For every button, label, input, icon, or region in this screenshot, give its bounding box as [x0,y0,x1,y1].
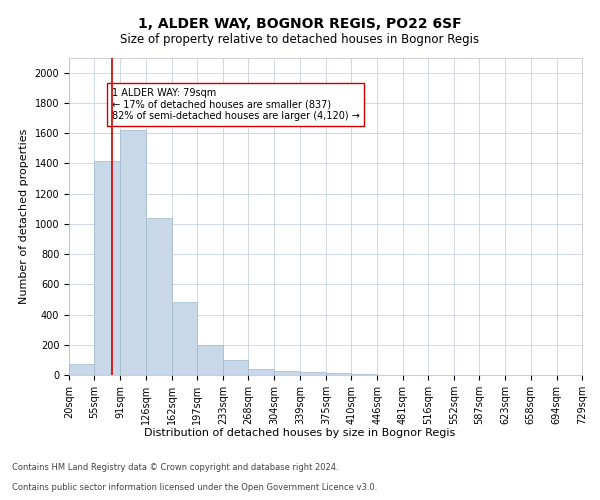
Bar [223,360,248,375]
Bar [94,161,121,375]
Text: Contains HM Land Registry data © Crown copyright and database right 2024.: Contains HM Land Registry data © Crown c… [12,464,338,472]
Bar [69,364,94,375]
Bar [172,302,197,375]
Bar [197,345,223,375]
Text: Size of property relative to detached houses in Bognor Regis: Size of property relative to detached ho… [121,32,479,46]
Text: Contains public sector information licensed under the Open Government Licence v3: Contains public sector information licen… [12,484,377,492]
Y-axis label: Number of detached properties: Number of detached properties [19,128,29,304]
Bar [146,218,172,375]
Bar [326,372,351,375]
Text: Distribution of detached houses by size in Bognor Regis: Distribution of detached houses by size … [145,428,455,438]
Bar [248,369,274,375]
Bar [351,374,377,375]
Text: 1 ALDER WAY: 79sqm
← 17% of detached houses are smaller (837)
82% of semi-detach: 1 ALDER WAY: 79sqm ← 17% of detached hou… [112,88,359,121]
Bar [121,130,146,375]
Text: 1, ALDER WAY, BOGNOR REGIS, PO22 6SF: 1, ALDER WAY, BOGNOR REGIS, PO22 6SF [138,18,462,32]
Bar [300,372,326,375]
Bar [274,371,300,375]
